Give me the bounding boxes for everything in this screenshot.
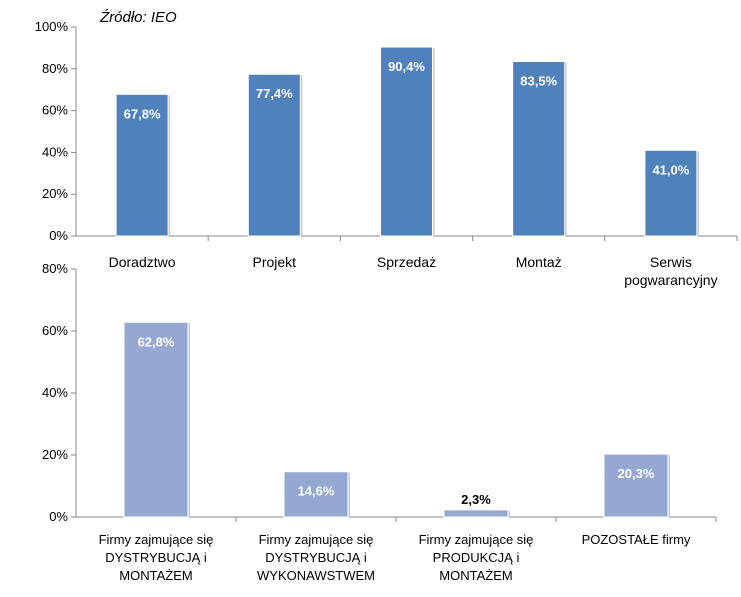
x-category-label: Projekt xyxy=(253,254,297,270)
y-tick-label: 60% xyxy=(42,103,68,118)
x-category-label: Sprzedaż xyxy=(377,254,436,270)
bar xyxy=(603,453,669,518)
x-category-label: pogwarancyjny xyxy=(624,272,717,288)
x-category-label: WYKONAWSTWEM xyxy=(257,568,375,583)
bar xyxy=(380,46,433,237)
x-category-label: Firmy zajmujące się xyxy=(99,532,214,547)
bar xyxy=(443,509,509,518)
x-category-label: Serwis xyxy=(650,254,692,270)
chart-company-types: 0% 20% 40% 60% 80% 62,8% Firmy zajmujące się DY… xyxy=(42,261,717,583)
bar xyxy=(644,149,698,237)
bar xyxy=(283,471,349,518)
x-category-label: Montaż xyxy=(516,254,562,270)
y-tick-label: 20% xyxy=(42,447,68,462)
y-tick-label: 60% xyxy=(42,323,68,338)
data-label: 41,0% xyxy=(652,162,689,177)
data-label: 77,4% xyxy=(256,86,293,101)
source-note: Źródło: IEO xyxy=(99,9,177,26)
x-category-label: POZOSTAŁE firmy xyxy=(582,532,691,547)
y-tick-label: 0% xyxy=(49,228,68,243)
x-category-label: MONTAŻEM xyxy=(119,568,192,583)
x-category-label: Firmy zajmujące się xyxy=(259,532,374,547)
data-label: 83,5% xyxy=(520,73,557,88)
y-tick-label: 80% xyxy=(42,261,68,276)
data-label: 67,8% xyxy=(124,106,161,121)
x-category-label: Doradztwo xyxy=(109,254,176,270)
y-tick-label: 40% xyxy=(42,385,68,400)
x-category-label: DYSTRYBUCJĄ i xyxy=(265,550,367,565)
bar xyxy=(247,73,301,237)
y-tick-label: 100% xyxy=(35,19,69,34)
y-tick-label: 80% xyxy=(42,61,68,76)
x-category-label: MONTAŻEM xyxy=(439,568,512,583)
data-label: 62,8% xyxy=(138,334,175,349)
y-tick-label: 0% xyxy=(49,509,68,524)
data-label: 2,3% xyxy=(461,492,491,507)
data-label: 90,4% xyxy=(388,59,425,74)
bar xyxy=(115,93,169,237)
x-category-label: Firmy zajmujące się xyxy=(419,532,534,547)
data-label: 14,6% xyxy=(298,484,335,499)
chart-activities: 0% 20% 40% 60% 80% 100% 67,8% Doradztwo 77,4% Pro… xyxy=(35,19,738,288)
bar xyxy=(512,60,566,237)
data-label: 20,3% xyxy=(618,466,655,481)
y-tick-label: 40% xyxy=(42,144,68,159)
x-category-label: PRODUKCJĄ i xyxy=(433,550,520,565)
y-tick-label: 20% xyxy=(42,186,68,201)
bar xyxy=(123,321,189,518)
x-category-label: DYSTRYBUCJĄ i xyxy=(105,550,207,565)
